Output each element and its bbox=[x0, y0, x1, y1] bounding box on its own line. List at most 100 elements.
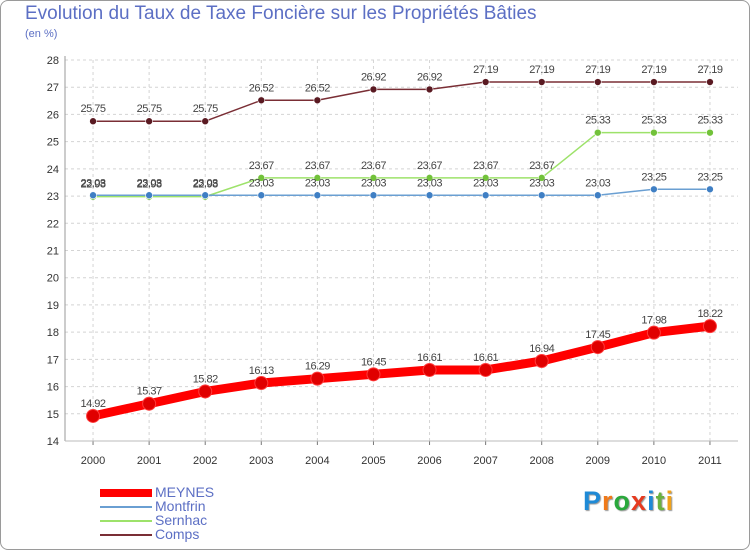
grid bbox=[65, 59, 738, 442]
data-label-comps: 27.19 bbox=[473, 64, 498, 76]
series-line-montfrin bbox=[92, 188, 711, 197]
data-point-sernhac bbox=[593, 128, 602, 137]
data-label-comps: 25.75 bbox=[81, 103, 106, 115]
data-label-sernhac: 23.67 bbox=[417, 160, 442, 172]
legend-swatch bbox=[100, 520, 152, 522]
x-tick-label: 2001 bbox=[137, 455, 161, 467]
data-label-montfrin: 23.03 bbox=[473, 177, 498, 189]
logo-letter: i bbox=[647, 486, 656, 516]
y-tick-label: 15 bbox=[47, 409, 59, 421]
data-label-comps: 25.75 bbox=[137, 103, 162, 115]
axes: 14 15 16 17 18 19 20 21 22 23 24 25 26 27 28 2000 2001 20… bbox=[47, 55, 738, 467]
data-point-comps bbox=[650, 78, 658, 86]
data-point-comps bbox=[201, 117, 210, 126]
data-point-sernhac bbox=[537, 174, 546, 182]
data-point-meynes bbox=[310, 371, 325, 386]
legend-item-sernhac: Sernhac bbox=[100, 512, 300, 528]
y-tick-label: 20 bbox=[47, 273, 59, 285]
proxiti-logo: Proxiti bbox=[583, 486, 674, 517]
data-point-sernhac bbox=[257, 174, 266, 182]
data-point-comps bbox=[89, 117, 97, 126]
data-point-meynes bbox=[142, 396, 157, 411]
data-point-comps bbox=[481, 78, 490, 86]
data-label-sernhac: 22.98 bbox=[81, 179, 106, 191]
data-label-meynes: 17.98 bbox=[641, 315, 666, 327]
data-label-sernhac: 25.33 bbox=[697, 115, 722, 127]
data-point-comps bbox=[537, 78, 546, 86]
y-tick-label: 14 bbox=[47, 436, 59, 448]
data-point-montfrin bbox=[257, 191, 266, 200]
data-point-comps bbox=[369, 85, 378, 94]
x-tick-label: 2003 bbox=[249, 455, 273, 467]
data-label-meynes: 15.82 bbox=[193, 373, 218, 385]
data-point-meynes bbox=[646, 325, 661, 340]
data-point-montfrin bbox=[425, 191, 434, 200]
chart-title: Evolution du Taux de Taxe Foncière sur l… bbox=[25, 3, 537, 24]
x-tick-label: 2009 bbox=[586, 455, 610, 467]
y-tick-label: 25 bbox=[47, 137, 59, 149]
legend-swatch bbox=[100, 489, 152, 497]
data-point-montfrin bbox=[201, 191, 210, 200]
data-point-comps bbox=[593, 78, 602, 86]
data-label-montfrin: 23.03 bbox=[529, 177, 554, 189]
data-point-sernhac bbox=[313, 174, 322, 182]
data-point-montfrin bbox=[145, 191, 153, 200]
data-point-comps bbox=[257, 96, 266, 105]
legend-item-comps: Comps bbox=[100, 526, 300, 542]
data-point-meynes bbox=[534, 353, 549, 368]
data-point-sernhac bbox=[481, 174, 490, 182]
data-label-sernhac: 25.33 bbox=[641, 115, 666, 127]
data-label-montfrin: 23.03 bbox=[81, 177, 106, 189]
data-point-montfrin bbox=[313, 191, 322, 200]
data-point-comps bbox=[145, 117, 153, 126]
data-point-montfrin bbox=[593, 191, 602, 200]
data-point-sernhac bbox=[425, 174, 434, 182]
y-tick-label: 21 bbox=[47, 246, 59, 258]
data-point-montfrin bbox=[706, 185, 714, 194]
legend-swatch bbox=[100, 506, 152, 508]
data-label-meynes: 16.45 bbox=[361, 356, 386, 368]
data-label-comps: 26.52 bbox=[249, 82, 274, 94]
data-label-meynes: 17.45 bbox=[585, 329, 610, 341]
data-point-meynes bbox=[590, 340, 605, 355]
data-label-montfrin: 23.25 bbox=[641, 171, 666, 183]
legend-label: Sernhac bbox=[155, 512, 208, 528]
x-tick-label: 2002 bbox=[193, 455, 217, 467]
data-label-sernhac: 25.33 bbox=[585, 115, 610, 127]
data-label-montfrin: 23.03 bbox=[361, 177, 386, 189]
logo-letter: t bbox=[655, 486, 666, 516]
data-label-comps: 26.92 bbox=[361, 71, 386, 83]
data-label-meynes: 18.22 bbox=[697, 308, 722, 320]
x-tick-label: 2008 bbox=[529, 455, 553, 467]
data-label-sernhac: 22.98 bbox=[137, 179, 162, 191]
data-point-meynes bbox=[198, 384, 213, 399]
data-label-meynes: 16.61 bbox=[473, 352, 498, 364]
data-point-montfrin bbox=[650, 185, 658, 194]
y-tick-label: 23 bbox=[47, 191, 59, 203]
y-tick-label: 16 bbox=[47, 382, 59, 394]
data-label-montfrin: 23.03 bbox=[585, 177, 610, 189]
legend-swatch bbox=[100, 534, 152, 536]
legend: MEYNES Montfrin Sernhac Comps bbox=[100, 484, 300, 542]
data-point-meynes bbox=[366, 367, 381, 382]
x-tick-label: 2004 bbox=[305, 455, 329, 467]
data-point-meynes bbox=[254, 376, 269, 391]
data-label-comps: 25.75 bbox=[193, 103, 218, 115]
y-tick-label: 17 bbox=[47, 354, 59, 366]
data-label-montfrin: 23.03 bbox=[137, 177, 162, 189]
data-label-sernhac: 23.67 bbox=[529, 160, 554, 172]
data-labels: 25.75 25.75 25.75 26.52 26.52 26.92 26.92 27.19… bbox=[81, 64, 724, 410]
logo-letter: P bbox=[583, 486, 603, 516]
x-tick-label: 2006 bbox=[417, 455, 441, 467]
data-label-meynes: 16.13 bbox=[249, 365, 274, 377]
legend-label: Montfrin bbox=[155, 498, 206, 514]
series-line-sernhac bbox=[92, 131, 711, 198]
data-label-montfrin: 23.03 bbox=[249, 177, 274, 189]
data-label-montfrin: 23.03 bbox=[417, 177, 442, 189]
data-point-meynes bbox=[478, 362, 493, 377]
data-point-comps bbox=[425, 85, 434, 94]
data-label-montfrin: 23.25 bbox=[697, 171, 722, 183]
y-tick-label: 22 bbox=[47, 218, 59, 230]
logo-letter: r bbox=[602, 486, 614, 516]
x-tick-label: 2007 bbox=[473, 455, 497, 467]
